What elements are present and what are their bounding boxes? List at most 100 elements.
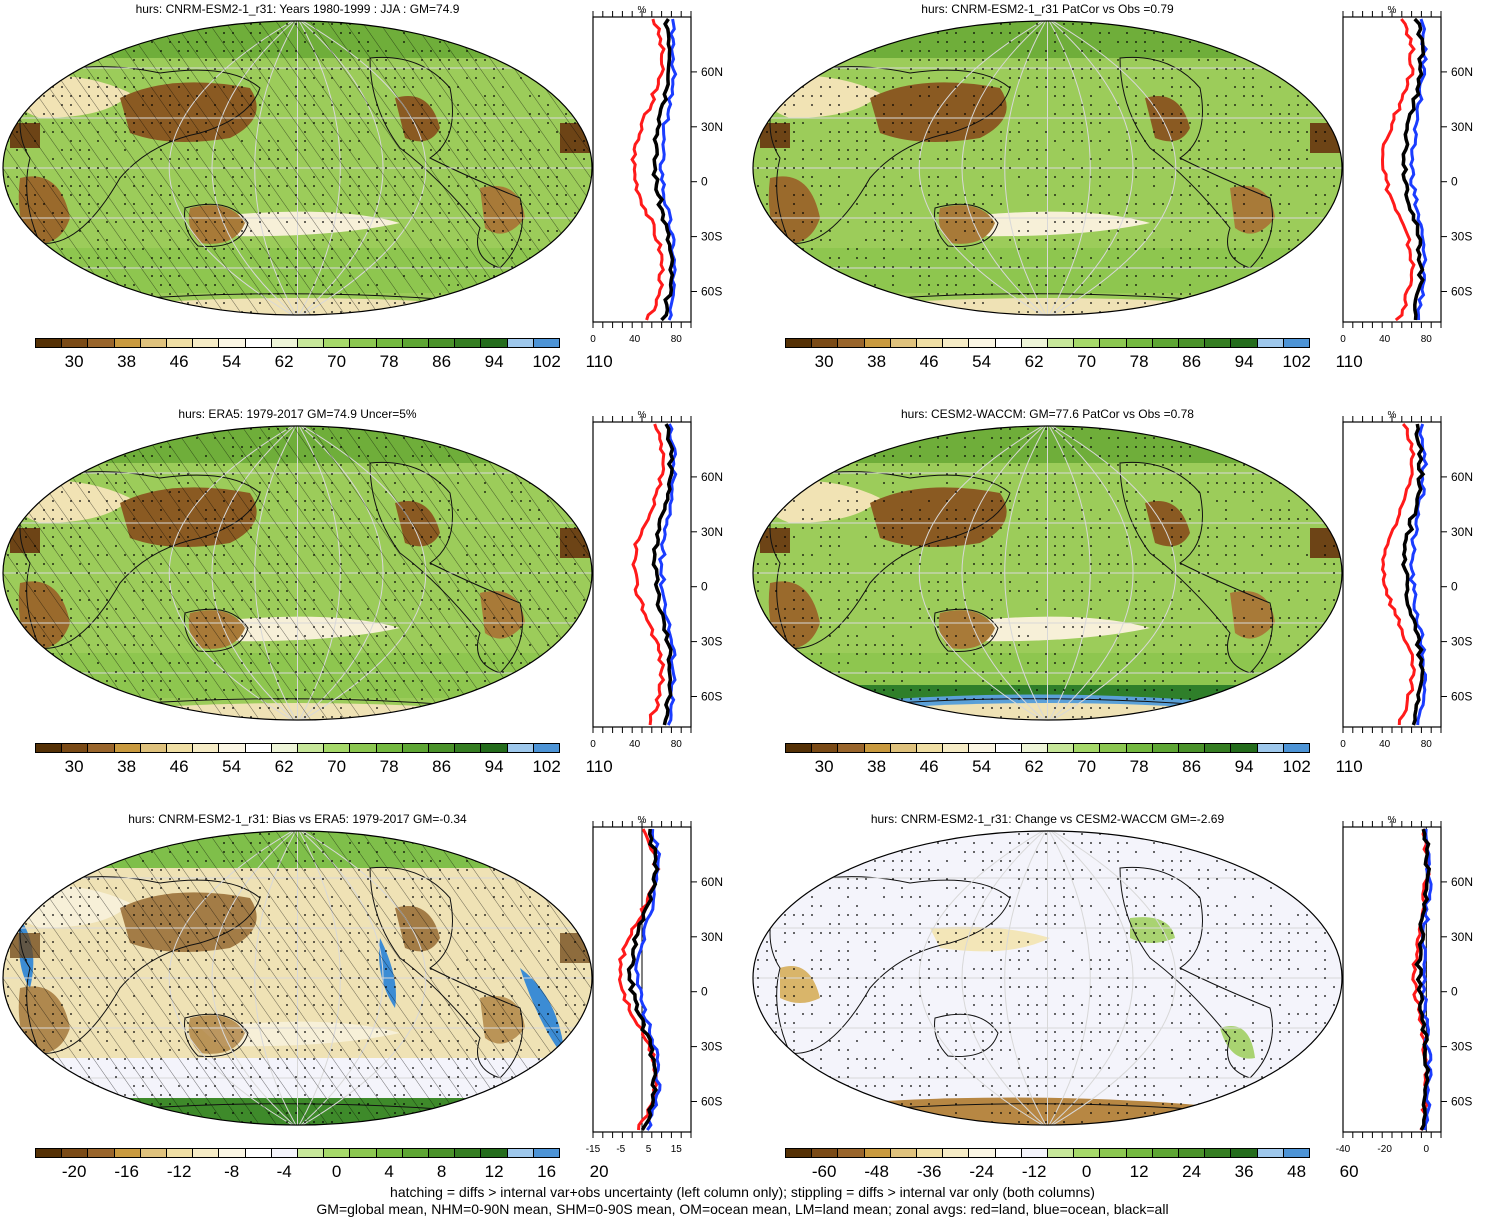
colorbar-swatch: [324, 339, 351, 347]
colorbar-tick-label: 110: [1335, 757, 1363, 776]
colorbar-tick-label: 36: [1234, 1162, 1254, 1181]
colorbar-tick-label: 8: [436, 1162, 447, 1181]
colorbar-swatch: [376, 339, 403, 347]
colorbar: [785, 1148, 1310, 1158]
colorbar-swatch: [1283, 1149, 1310, 1157]
colorbar-tick-label: 30: [814, 352, 834, 371]
zonal-unit-label: %: [638, 5, 647, 16]
colorbar-tick-label: 62: [274, 757, 294, 776]
colorbar-swatch: [219, 1149, 246, 1157]
colorbar-tick-label: 94: [1234, 757, 1254, 776]
colorbar-swatch: [1205, 1149, 1232, 1157]
colorbar-swatch: [1021, 1149, 1049, 1157]
colorbar-swatch: [402, 744, 430, 752]
colorbar-tick-label: 16: [537, 1162, 557, 1181]
zonal-average-plot: % 60N 30N 0 30S 60S -40 -20 0: [1336, 815, 1473, 1155]
colorbar-tick-label: -48: [864, 1162, 889, 1181]
colorbar-tick-label: 38: [117, 352, 137, 371]
colorbar-swatch: [995, 744, 1022, 752]
colorbar: [785, 338, 1310, 348]
colorbar-swatch: [890, 1149, 918, 1157]
colorbar-swatch: [36, 1149, 63, 1157]
zonal-x-tick-label: 80: [1421, 739, 1433, 750]
latitude-label: 60S: [1451, 690, 1472, 704]
robinson-map: [752, 830, 1343, 1126]
colorbar-tick-label: 78: [1129, 757, 1149, 776]
colorbar-tick-label: 94: [484, 352, 504, 371]
colorbar-tick-label: 62: [1024, 757, 1044, 776]
colorbar-swatch: [376, 744, 403, 752]
colorbar-swatch: [114, 1149, 141, 1157]
colorbar-swatch: [786, 339, 813, 347]
colorbar-swatch: [481, 744, 508, 752]
colorbar-tick-label: 46: [919, 352, 939, 371]
colorbar-swatch: [88, 1149, 115, 1157]
latitude-label: 0: [1451, 580, 1458, 594]
colorbar-swatch: [1048, 1149, 1075, 1157]
colorbar-swatch: [1257, 339, 1284, 347]
colorbar-tick-label: 102: [532, 757, 561, 776]
colorbar-swatch: [167, 339, 194, 347]
colorbar-swatch: [1231, 744, 1258, 752]
latitude-label: 0: [701, 985, 708, 999]
colorbar-swatch: [969, 744, 996, 752]
colorbar-tick-label: 38: [867, 352, 887, 371]
colorbar-swatch: [917, 339, 944, 347]
latitude-label: 60N: [1451, 65, 1473, 79]
zonal-x-tick-label: -40: [1336, 1144, 1351, 1155]
colorbar-swatch: [1021, 339, 1049, 347]
colorbar-tick-label: 62: [274, 352, 294, 371]
colorbar-swatch: [1048, 339, 1075, 347]
colorbar-swatch: [1152, 744, 1180, 752]
latitude-label: 60S: [701, 285, 722, 299]
zonal-x-tick-label: 80: [1421, 334, 1433, 345]
colorbar-swatch: [324, 744, 351, 752]
colorbar-swatch: [786, 744, 813, 752]
latitude-label: 0: [1451, 985, 1458, 999]
colorbar-tick-label: 12: [1129, 1162, 1149, 1181]
colorbar-tick-label: 46: [169, 757, 189, 776]
colorbar-swatch: [350, 339, 377, 347]
colorbar-swatch: [507, 1149, 534, 1157]
robinson-map: [752, 20, 1343, 316]
colorbar-tick-label: 94: [1234, 352, 1254, 371]
zonal-curve: [630, 18, 666, 321]
colorbar-swatch: [838, 339, 865, 347]
colorbar-swatch: [350, 744, 377, 752]
zonal-x-tick-label: 40: [1379, 739, 1391, 750]
colorbar-tick-label: 70: [327, 352, 347, 371]
zonal-x-tick-label: 0: [590, 334, 596, 345]
zonal-average-plot: % 60N 30N 0 30S 60S 0 40 80: [1340, 410, 1473, 750]
latitude-label: 0: [1451, 175, 1458, 189]
colorbar-swatch: [1074, 1149, 1101, 1157]
zonal-unit-label: %: [638, 815, 647, 826]
zonal-curve: [1401, 17, 1426, 321]
zonal-curve: [651, 423, 675, 726]
colorbar-tick-label: 30: [64, 352, 84, 371]
colorbar-tick-label: 54: [222, 352, 242, 371]
latitude-label: 30S: [701, 635, 722, 649]
colorbar-swatch: [812, 1149, 839, 1157]
colorbar-swatch: [995, 339, 1022, 347]
colorbar-swatch: [350, 1149, 377, 1157]
colorbar-labels: 30 38 46 54 62 70 78 86 94 102 110: [785, 757, 1363, 779]
colorbar-tick-label: 70: [327, 757, 347, 776]
latitude-label: 0: [701, 580, 708, 594]
latitude-label: 30N: [1451, 120, 1473, 134]
colorbar-swatch: [193, 1149, 220, 1157]
colorbar-tick-label: 30: [64, 757, 84, 776]
colorbar-tick-label: 60: [1339, 1162, 1359, 1181]
colorbar-tick-label: 62: [1024, 352, 1044, 371]
zonal-curve: [651, 18, 675, 322]
colorbar-swatch: [864, 1149, 891, 1157]
colorbar-swatch: [1152, 339, 1180, 347]
colorbar-swatch: [193, 339, 220, 347]
colorbar-swatch: [1100, 339, 1127, 347]
colorbar-swatch: [455, 339, 482, 347]
colorbar-tick-label: 86: [1182, 352, 1202, 371]
colorbar-swatch: [1126, 744, 1153, 752]
colorbar-swatch: [812, 339, 839, 347]
colorbar: [785, 743, 1310, 753]
colorbar-tick-label: -12: [1021, 1162, 1047, 1181]
colorbar-tick-label: -4: [276, 1162, 292, 1181]
